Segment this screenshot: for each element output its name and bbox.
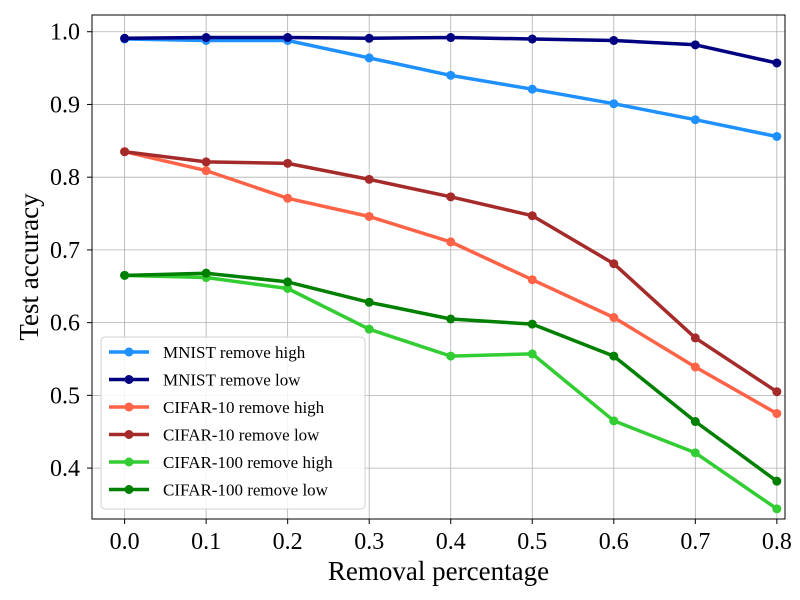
data-point [609, 259, 619, 269]
legend-label: CIFAR-10 remove low [163, 426, 320, 445]
legend-marker [124, 457, 134, 467]
data-point [772, 131, 782, 141]
data-point [364, 324, 374, 334]
y-tick-label: 0.5 [50, 383, 80, 409]
data-point [364, 211, 374, 221]
data-point [120, 147, 130, 157]
series-lines [120, 33, 782, 514]
data-point [446, 314, 456, 324]
legend-label: MNIST remove low [163, 371, 301, 390]
data-point [609, 35, 619, 45]
data-point [690, 448, 700, 458]
data-point [609, 351, 619, 361]
data-point [446, 237, 456, 247]
data-point [772, 409, 782, 419]
legend-marker [124, 402, 134, 412]
data-point [609, 416, 619, 426]
x-tick-label: 0.6 [599, 529, 629, 555]
data-point [690, 362, 700, 372]
x-tick-label: 0.1 [191, 529, 221, 555]
x-tick-label: 0.2 [273, 529, 303, 555]
legend-marker [124, 430, 134, 439]
data-point [690, 417, 700, 427]
x-tick-label: 0.3 [354, 529, 384, 555]
data-point [201, 33, 211, 43]
y-tick-label: 0.8 [50, 165, 80, 191]
legend-label: CIFAR-100 remove low [163, 481, 329, 500]
legend-item: MNIST remove low [109, 371, 301, 390]
series-3 [120, 147, 782, 397]
legend-label: MNIST remove high [163, 343, 306, 362]
data-point [527, 84, 537, 94]
data-point [283, 33, 293, 43]
data-point [609, 313, 619, 323]
legend-item: CIFAR-10 remove low [109, 426, 320, 445]
legend: MNIST remove high MNIST remove low CIFAR-1… [100, 336, 366, 510]
x-tick-label: 0.8 [762, 529, 792, 555]
data-point [527, 34, 537, 44]
data-point [772, 504, 782, 514]
data-point [446, 33, 456, 43]
legend-marker [124, 375, 134, 384]
data-point [283, 193, 293, 203]
y-tick-label: 0.4 [50, 456, 80, 482]
y-tick-label: 0.7 [50, 238, 80, 264]
y-axis-label: Test accuracy [14, 193, 44, 341]
data-point [120, 33, 130, 43]
data-point [364, 297, 374, 307]
x-tick-label: 0.0 [110, 529, 140, 555]
data-point [690, 40, 700, 50]
x-tick-label: 0.7 [680, 529, 710, 555]
y-tick-label: 1.0 [50, 20, 80, 46]
y-tick-label: 0.6 [50, 311, 80, 337]
data-point [120, 270, 130, 280]
y-tick-label: 0.9 [50, 92, 80, 118]
legend-item: CIFAR-100 remove low [109, 481, 329, 500]
axis-ticks: 0.0 0.1 0.2 0.3 0.4 0.5 0.6 0.7 0.8 0.4 0.5 0.6 0.7 0… [50, 20, 792, 555]
data-point [772, 58, 782, 68]
series-5 [120, 268, 782, 486]
data-point [364, 33, 374, 43]
data-point [201, 166, 211, 176]
x-axis-label: Removal percentage [328, 556, 549, 586]
data-point [772, 476, 782, 486]
data-point [201, 157, 211, 167]
data-point [364, 53, 374, 63]
data-point [527, 211, 537, 221]
x-tick-label: 0.5 [517, 529, 547, 555]
data-point [772, 387, 782, 397]
data-point [446, 192, 456, 202]
legend-marker [124, 347, 134, 357]
legend-label: CIFAR-100 remove high [163, 453, 333, 472]
data-point [364, 174, 374, 184]
data-point [283, 283, 293, 293]
data-point [527, 275, 537, 285]
data-point [446, 351, 456, 361]
x-tick-label: 0.4 [436, 529, 466, 555]
data-point [690, 333, 700, 343]
data-point [283, 277, 293, 287]
legend-box [100, 336, 366, 510]
legend-item: MNIST remove high [109, 343, 306, 362]
data-point [690, 115, 700, 125]
data-point [609, 99, 619, 109]
data-point [527, 319, 537, 329]
data-point [201, 268, 211, 278]
data-point [527, 349, 537, 359]
plot-frame [91, 14, 786, 520]
legend-item: CIFAR-10 remove high [109, 398, 325, 417]
legend-marker [124, 485, 134, 494]
data-point [446, 70, 456, 80]
series-1 [120, 33, 782, 68]
legend-label: CIFAR-10 remove high [163, 398, 325, 417]
data-point [283, 158, 293, 168]
legend-item: CIFAR-100 remove high [109, 453, 333, 472]
